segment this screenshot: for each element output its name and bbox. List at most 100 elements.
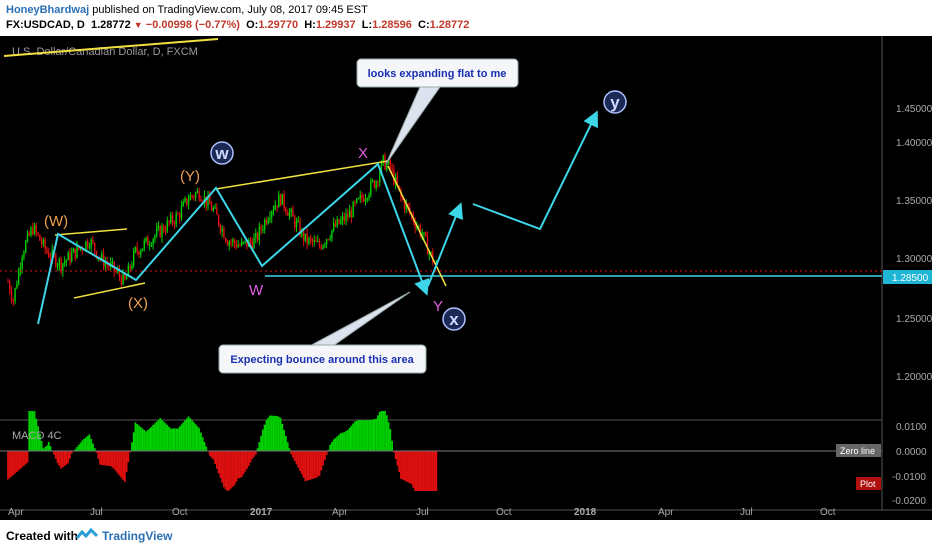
candle-body <box>352 202 354 218</box>
high-value: 1.29937 <box>315 19 356 31</box>
candle-body <box>343 216 345 222</box>
candle-body <box>118 270 121 277</box>
candle-body <box>357 198 360 200</box>
chart-svg[interactable]: U.S. Dollar/Canadian Dollar, D, FXCM <box>0 36 932 520</box>
candle-body <box>42 239 45 245</box>
macd-bar <box>21 451 24 468</box>
candle-body <box>101 253 103 259</box>
candle-body <box>32 228 34 235</box>
macd-bar <box>391 440 393 451</box>
macd-bar <box>382 411 385 451</box>
macd-bar <box>371 419 374 451</box>
macd-bar <box>403 451 406 481</box>
time-tick: Apr <box>658 507 674 518</box>
macd-bar <box>185 418 188 451</box>
macd-bar <box>88 434 91 451</box>
macd-bar <box>215 451 218 469</box>
candle-body <box>265 219 268 224</box>
macd-bar <box>148 428 151 451</box>
macd-bar <box>410 451 413 485</box>
candle-body <box>35 225 38 233</box>
candle-body <box>148 245 151 247</box>
candle-body <box>318 241 321 247</box>
macd-bar <box>115 451 117 472</box>
macd-bar <box>430 451 432 491</box>
candle-body <box>430 252 432 254</box>
macd-bar <box>31 411 34 451</box>
candle-body <box>297 221 299 223</box>
candle-body <box>271 211 273 218</box>
time-tick: 2018 <box>574 507 597 518</box>
macd-bar <box>263 424 266 451</box>
macd-bar <box>279 417 282 451</box>
macd-bar <box>42 448 45 451</box>
macd-bar <box>107 451 110 466</box>
time-axis[interactable]: Apr Jul Oct 2017 Apr Jul Oct 2018 Apr Ju… <box>8 507 836 518</box>
macd-bar <box>208 451 211 456</box>
macd-bar <box>8 451 11 479</box>
macd-bar <box>77 444 80 451</box>
candle-body <box>417 226 420 228</box>
macd-bar <box>217 451 220 474</box>
macd-bar <box>401 451 404 480</box>
candle-body <box>371 180 374 182</box>
candle-body <box>355 198 358 203</box>
macd-bar <box>242 451 245 475</box>
macd-bar <box>281 423 284 451</box>
macd-bar <box>336 436 339 451</box>
candle-body <box>403 199 406 210</box>
macd-bar <box>350 425 353 451</box>
macd-bar <box>104 451 107 466</box>
author-link[interactable]: HoneyBhardwaj <box>6 4 90 16</box>
macd-bar <box>267 417 270 451</box>
macd-bar <box>261 429 264 451</box>
candle-body <box>364 198 367 202</box>
macd-bar <box>231 451 234 487</box>
candle-body <box>122 272 124 285</box>
candle-body <box>161 226 163 237</box>
candle-body <box>88 247 91 249</box>
trendline-upper-1 <box>54 228 128 236</box>
macd-bar <box>256 448 259 451</box>
price-axis[interactable]: 1.45000 1.40000 1.35000 1.30000 1.25000 … <box>896 104 932 383</box>
candle-body <box>90 239 92 248</box>
macd-bar <box>134 422 137 451</box>
macd-bar <box>345 431 347 451</box>
candle-body <box>384 155 386 170</box>
candle-body <box>274 205 276 210</box>
price-tick: 1.30000 <box>896 254 932 265</box>
macd-bar <box>56 451 59 464</box>
macd-bar <box>237 451 239 479</box>
tradingview-logo-icon[interactable] <box>76 528 98 542</box>
callout-top[interactable]: looks expanding flat to me <box>356 58 519 165</box>
macd-bar <box>377 415 379 451</box>
callout-bottom[interactable]: Expecting bounce around this area <box>218 291 427 374</box>
tradingview-brand-link[interactable]: TradingView <box>102 529 173 543</box>
candle-body <box>178 214 181 219</box>
macd-bar <box>166 425 169 451</box>
callout-top-box <box>356 58 519 88</box>
macd-bar <box>38 433 41 451</box>
wave-arrows <box>37 110 598 325</box>
macd-bar <box>10 451 13 477</box>
macd-bar <box>162 421 165 451</box>
price-tick: 1.25000 <box>896 314 932 325</box>
chart-area[interactable]: U.S. Dollar/Canadian Dollar, D, FXCM <box>0 36 932 520</box>
candle-body <box>237 245 239 248</box>
candle-body <box>269 217 271 220</box>
candle-body <box>348 210 351 218</box>
candle-body <box>370 180 372 195</box>
candle-body <box>336 219 338 227</box>
macd-bar <box>138 425 140 451</box>
macd-bar <box>127 451 130 463</box>
macd-bar <box>272 415 275 451</box>
macd-bar <box>152 425 155 451</box>
macd-bar <box>12 451 15 475</box>
macd-bar <box>145 431 147 451</box>
macd-bar <box>210 451 213 458</box>
macd-bar <box>385 415 388 451</box>
candle-body <box>193 196 195 198</box>
candle-body <box>173 222 176 225</box>
candle-body <box>327 239 330 241</box>
macd-bar <box>331 442 333 451</box>
